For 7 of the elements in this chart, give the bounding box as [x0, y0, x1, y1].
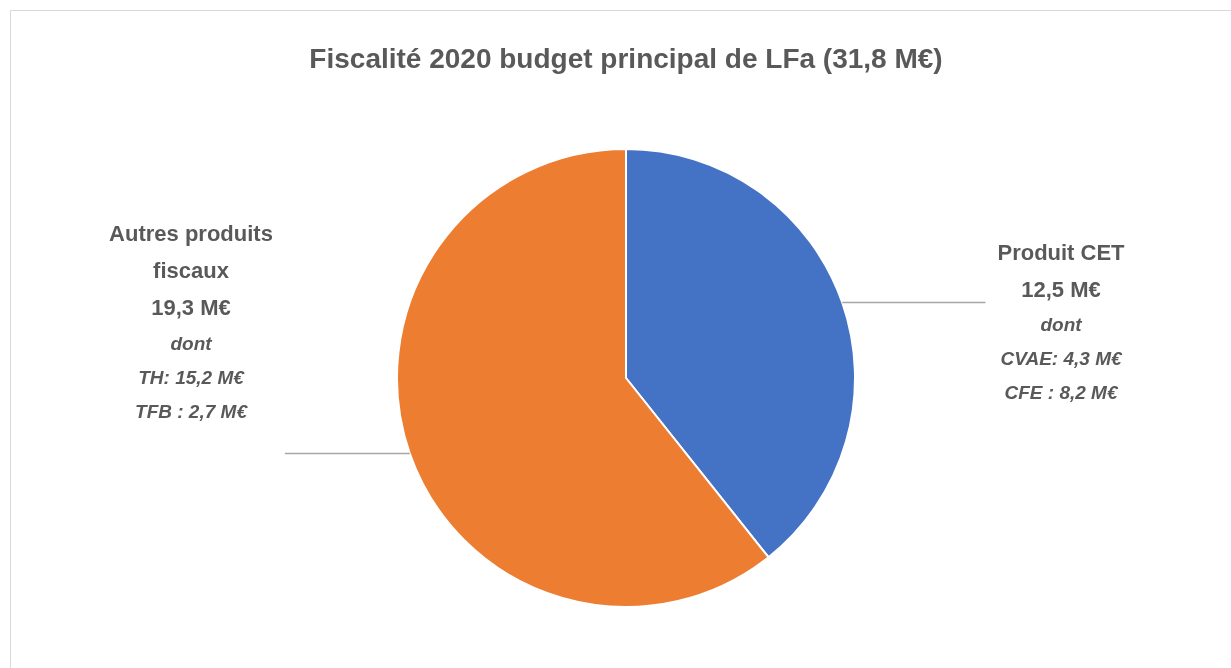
text: dont TH: 15,2 M€ TFB : 2,7 M€	[135, 332, 249, 422]
slice-label: Autres produits fiscaux	[109, 221, 273, 284]
slice-label: Produit CET	[997, 239, 1126, 265]
data-label: 12,5 M€	[1021, 276, 1101, 302]
chart-title: Fiscalité 2020 budget principal de LFa (31,8 M€)	[309, 42, 943, 74]
text: dont CVAE: 4,3 M€ CFE : 8,2 M€	[1000, 314, 1123, 404]
data-label: 19,3 M€	[151, 295, 231, 321]
